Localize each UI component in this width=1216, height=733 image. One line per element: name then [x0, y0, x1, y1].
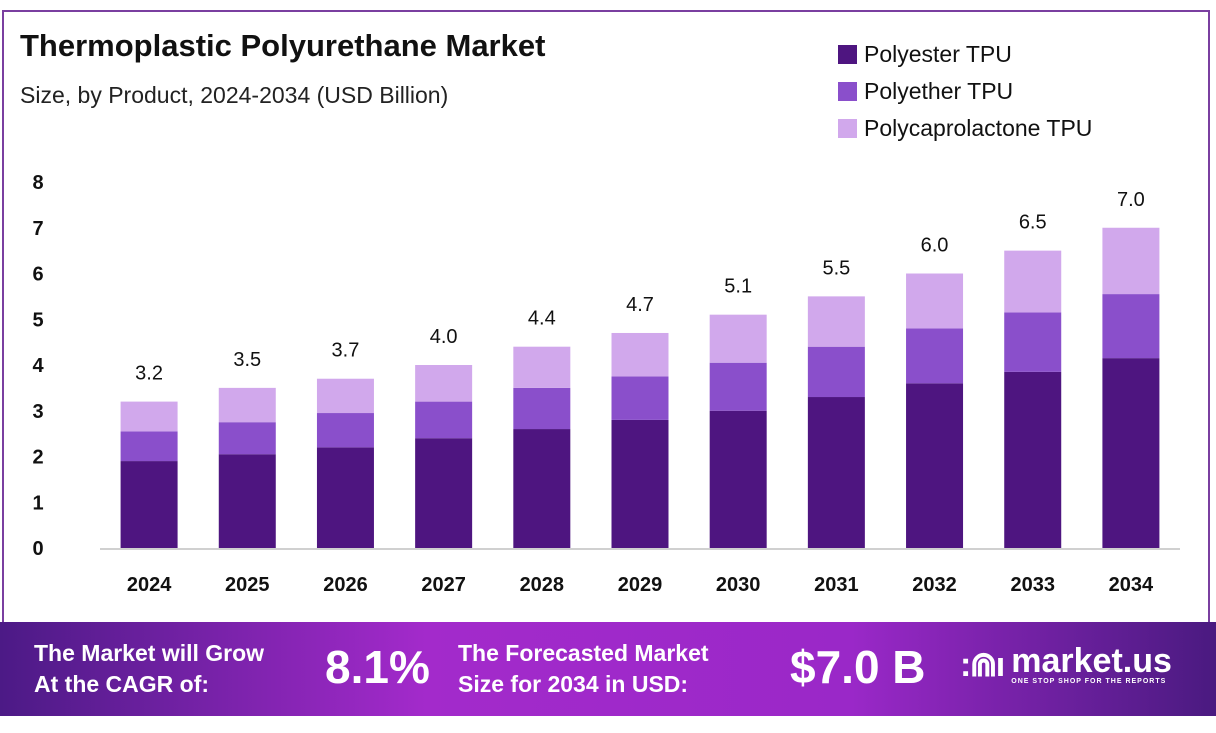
data-label-total: 4.7 [626, 294, 654, 316]
bar-segment-polyester-tpu [120, 461, 178, 548]
bar-segment-polycaprolactone-tpu [316, 378, 374, 414]
brand-logo: :⋒ı market.us ONE STOP SHOP FOR THE REPO… [960, 644, 1172, 685]
x-tick-label: 2034 [1109, 574, 1154, 596]
y-tick-label: 5 [32, 309, 43, 331]
bar-segment-polycaprolactone-tpu [218, 387, 276, 423]
x-tick-label: 2026 [323, 574, 368, 596]
bar-segment-polyester-tpu [611, 419, 669, 548]
x-tick-label: 2028 [520, 574, 565, 596]
legend-label: Polycaprolactone TPU [864, 115, 1093, 141]
data-label-total: 6.5 [1019, 212, 1047, 234]
bar-segment-polyester-tpu [1102, 358, 1160, 548]
legend-item-polyester: Polyester TPU [838, 36, 1092, 73]
forecast-label: The Forecasted Market Size for 2034 in U… [458, 638, 709, 700]
legend-label: Polyether TPU [864, 78, 1014, 104]
bar-segment-polyether-tpu [415, 401, 473, 439]
bar-segment-polyether-tpu [316, 413, 374, 448]
legend-item-polyether: Polyether TPU [838, 73, 1092, 110]
data-label-total: 6.0 [921, 235, 949, 257]
data-label-total: 5.1 [724, 276, 752, 298]
data-label-total: 3.7 [332, 340, 360, 362]
y-tick-label: 6 [32, 264, 43, 286]
logo-icon: :⋒ı [960, 645, 1005, 684]
bar-segment-polyester-tpu [415, 438, 473, 548]
bar-segment-polyester-tpu [1004, 371, 1062, 548]
legend-label: Polyester TPU [864, 41, 1012, 67]
bar-segment-polycaprolactone-tpu [1102, 227, 1160, 295]
data-label-total: 3.5 [233, 349, 261, 371]
bar-segment-polyether-tpu [513, 387, 571, 430]
bar-segment-polycaprolactone-tpu [807, 296, 865, 347]
bar-segment-polycaprolactone-tpu [1004, 250, 1062, 313]
bar-segment-polycaprolactone-tpu [709, 314, 767, 363]
bar-segment-polyether-tpu [120, 431, 178, 462]
bar-segment-polyether-tpu [709, 362, 767, 411]
chart-card [2, 10, 1210, 622]
bar-chart: 0 1 2 3 4 5 6 7 8 3.2 2024 3.5 2025 3.7 2026 4.0 2027 4.4… [32, 172, 1180, 596]
bar-segment-polycaprolactone-tpu [415, 365, 473, 402]
x-tick-label: 2024 [127, 574, 172, 596]
legend-swatch [838, 45, 857, 64]
x-tick-label: 2031 [814, 574, 859, 596]
cagr-label-line: The Market will Grow [34, 640, 265, 666]
y-tick-label: 7 [32, 218, 43, 240]
legend-swatch [838, 119, 857, 138]
bar-segment-polyester-tpu [218, 454, 276, 548]
x-tick-label: 2029 [618, 574, 663, 596]
y-tick-label: 4 [32, 355, 44, 377]
x-tick-label: 2025 [225, 574, 270, 596]
x-tick-label: 2027 [421, 574, 466, 596]
bar-segment-polycaprolactone-tpu [120, 401, 178, 432]
chart-title: Thermoplastic Polyurethane Market [20, 28, 546, 63]
bar-segment-polyester-tpu [513, 429, 571, 548]
x-tick-label: 2030 [716, 574, 761, 596]
data-label-total: 5.5 [822, 257, 850, 279]
data-label-total: 4.4 [528, 308, 556, 330]
y-tick-label: 8 [32, 172, 43, 194]
brand-name: market.us [1011, 642, 1172, 680]
bar-segment-polycaprolactone-tpu [611, 332, 669, 377]
y-tick-label: 3 [32, 401, 43, 423]
cagr-label: The Market will Grow At the CAGR of: [34, 638, 264, 700]
forecast-label-line: The Forecasted Market [458, 640, 709, 666]
cagr-label-line: At the CAGR of: [34, 671, 210, 697]
legend-item-polycaprolactone: Polycaprolactone TPU [838, 110, 1092, 147]
data-label-total: 7.0 [1117, 189, 1145, 211]
data-label-total: 3.2 [135, 363, 163, 385]
cagr-value: 8.1% [325, 641, 430, 693]
legend: Polyester TPU Polyether TPU Polycaprolac… [838, 36, 1092, 147]
chart-subtitle: Size, by Product, 2024-2034 (USD Billion… [20, 82, 449, 108]
bar-segment-polyether-tpu [1102, 294, 1160, 359]
brand-tagline: ONE STOP SHOP FOR THE REPORTS [1011, 678, 1167, 685]
bar-segment-polycaprolactone-tpu [513, 346, 571, 388]
bar-segment-polyether-tpu [611, 376, 669, 420]
bar-segment-polyester-tpu [316, 447, 374, 548]
forecast-label-line: Size for 2034 in USD: [458, 671, 689, 697]
bar-segment-polyether-tpu [807, 346, 865, 398]
y-tick-label: 2 [32, 447, 43, 469]
data-label-total: 4.0 [430, 326, 458, 348]
bar-segment-polyester-tpu [807, 397, 865, 548]
bar-segment-polyester-tpu [906, 383, 964, 548]
bar-segment-polycaprolactone-tpu [906, 273, 964, 329]
y-tick-label: 0 [32, 538, 43, 560]
x-tick-label: 2033 [1010, 574, 1055, 596]
bar-segment-polyether-tpu [218, 422, 276, 455]
forecast-value: $7.0 B [790, 641, 926, 693]
bar-segment-polyether-tpu [1004, 312, 1062, 372]
bar-segment-polyester-tpu [709, 410, 767, 548]
x-tick-label: 2032 [912, 574, 957, 596]
footer-banner: The Market will Grow At the CAGR of: 8.1… [0, 622, 1216, 716]
y-tick-label: 1 [32, 492, 43, 514]
legend-swatch [838, 82, 857, 101]
bar-segment-polyether-tpu [906, 328, 964, 384]
